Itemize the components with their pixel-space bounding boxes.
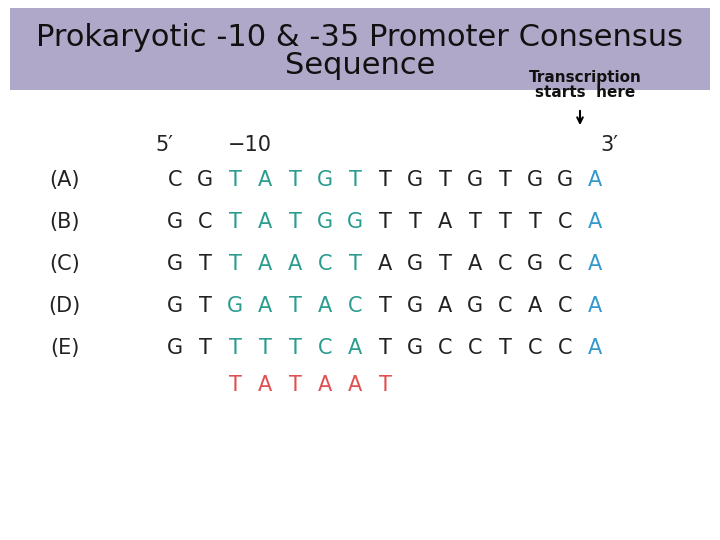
Text: starts  here: starts here <box>535 85 635 100</box>
Text: T: T <box>199 296 212 316</box>
Text: T: T <box>379 296 392 316</box>
Text: T: T <box>379 338 392 358</box>
Text: (C): (C) <box>49 254 80 274</box>
Text: A: A <box>378 254 392 274</box>
Text: T: T <box>379 212 392 232</box>
Text: T: T <box>379 375 392 395</box>
Text: Transcription: Transcription <box>528 70 642 85</box>
Text: 5′: 5′ <box>155 135 173 155</box>
Text: A: A <box>468 254 482 274</box>
Text: T: T <box>289 296 302 316</box>
Text: G: G <box>527 170 543 190</box>
Text: C: C <box>558 296 572 316</box>
Text: G: G <box>407 254 423 274</box>
Text: Sequence: Sequence <box>285 51 435 80</box>
Text: (B): (B) <box>50 212 80 232</box>
Text: A: A <box>588 212 602 232</box>
Text: G: G <box>407 296 423 316</box>
Text: C: C <box>318 254 332 274</box>
Text: Prokaryotic -10 & -35 Promoter Consensus: Prokaryotic -10 & -35 Promoter Consensus <box>37 23 683 51</box>
Text: G: G <box>407 170 423 190</box>
Text: G: G <box>227 296 243 316</box>
Text: T: T <box>498 170 511 190</box>
Text: T: T <box>289 338 302 358</box>
Text: A: A <box>258 254 272 274</box>
Text: T: T <box>438 254 451 274</box>
Text: A: A <box>438 296 452 316</box>
Text: A: A <box>438 212 452 232</box>
Text: G: G <box>167 296 183 316</box>
Text: G: G <box>557 170 573 190</box>
Text: A: A <box>348 375 362 395</box>
Text: G: G <box>467 170 483 190</box>
Text: T: T <box>228 375 241 395</box>
Text: T: T <box>408 212 421 232</box>
Text: A: A <box>258 296 272 316</box>
Text: T: T <box>438 170 451 190</box>
Text: C: C <box>558 338 572 358</box>
Text: G: G <box>317 170 333 190</box>
Text: (D): (D) <box>48 296 80 316</box>
Text: T: T <box>199 254 212 274</box>
Text: G: G <box>317 212 333 232</box>
Text: T: T <box>228 212 241 232</box>
Text: (E): (E) <box>50 338 80 358</box>
Text: A: A <box>318 296 332 316</box>
Text: T: T <box>228 338 241 358</box>
Text: G: G <box>167 212 183 232</box>
Text: G: G <box>197 170 213 190</box>
Text: T: T <box>498 212 511 232</box>
Text: G: G <box>167 338 183 358</box>
Text: T: T <box>289 375 302 395</box>
Text: A: A <box>288 254 302 274</box>
Text: G: G <box>167 254 183 274</box>
Text: (A): (A) <box>50 170 80 190</box>
Text: G: G <box>467 296 483 316</box>
Text: C: C <box>318 338 332 358</box>
Text: T: T <box>379 170 392 190</box>
Text: T: T <box>348 254 361 274</box>
Text: C: C <box>198 212 212 232</box>
Text: C: C <box>348 296 362 316</box>
Text: C: C <box>498 296 512 316</box>
Text: A: A <box>588 254 602 274</box>
Text: C: C <box>558 254 572 274</box>
Text: G: G <box>347 212 363 232</box>
Text: T: T <box>498 338 511 358</box>
Text: A: A <box>528 296 542 316</box>
Text: T: T <box>289 170 302 190</box>
Text: T: T <box>528 212 541 232</box>
Text: 3′: 3′ <box>600 135 618 155</box>
Text: A: A <box>348 338 362 358</box>
Text: A: A <box>588 338 602 358</box>
Text: C: C <box>168 170 182 190</box>
Text: G: G <box>407 338 423 358</box>
Text: T: T <box>348 170 361 190</box>
Text: T: T <box>228 254 241 274</box>
Text: A: A <box>258 170 272 190</box>
Text: A: A <box>588 296 602 316</box>
Text: T: T <box>199 338 212 358</box>
Text: T: T <box>469 212 482 232</box>
Text: A: A <box>258 212 272 232</box>
Text: T: T <box>258 338 271 358</box>
Text: A: A <box>588 170 602 190</box>
Text: C: C <box>558 212 572 232</box>
Text: −10: −10 <box>228 135 272 155</box>
Text: C: C <box>438 338 452 358</box>
Text: T: T <box>289 212 302 232</box>
Text: G: G <box>527 254 543 274</box>
Text: A: A <box>318 375 332 395</box>
Text: C: C <box>468 338 482 358</box>
Text: C: C <box>498 254 512 274</box>
FancyBboxPatch shape <box>10 8 710 90</box>
Text: T: T <box>228 170 241 190</box>
Text: A: A <box>258 375 272 395</box>
Text: C: C <box>528 338 542 358</box>
